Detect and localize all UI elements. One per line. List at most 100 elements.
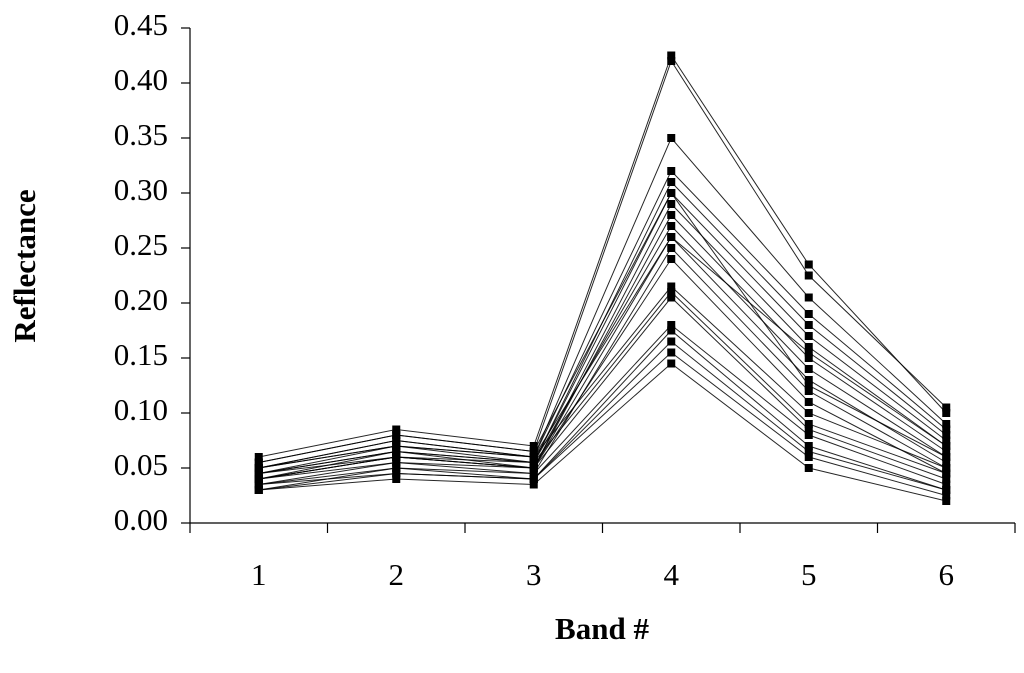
data-point (392, 447, 401, 456)
data-point (667, 321, 676, 329)
data-point (804, 332, 813, 340)
data-point (804, 348, 813, 357)
data-point (667, 189, 676, 197)
data-point (804, 260, 813, 269)
data-point (804, 425, 813, 434)
data-point (667, 222, 676, 230)
data-point (942, 497, 951, 505)
series-line (258, 351, 947, 496)
data-point (804, 420, 813, 428)
data-point (667, 178, 676, 186)
data-point (667, 293, 676, 302)
data-point (804, 381, 813, 390)
y-tick-label: 0.00 (114, 502, 168, 537)
data-point (804, 447, 813, 456)
series-line (258, 54, 947, 458)
data-point (942, 469, 951, 478)
data-point (942, 447, 951, 456)
data-point (254, 458, 263, 467)
data-point (804, 409, 813, 417)
series-line (258, 291, 947, 474)
data-point (529, 464, 538, 472)
data-point (254, 464, 263, 472)
data-point (804, 354, 813, 362)
y-tick-label: 0.15 (114, 337, 168, 372)
data-point (942, 425, 951, 434)
data-point (804, 453, 813, 461)
series-line (258, 258, 947, 480)
data-point (942, 442, 951, 450)
y-tick-label: 0.10 (114, 392, 168, 427)
y-tick-label: 0.30 (114, 172, 168, 207)
data-point (667, 57, 676, 65)
series-line (258, 324, 947, 485)
data-point (667, 359, 676, 368)
data-point (667, 167, 676, 175)
data-point (804, 365, 813, 373)
y-axis-label: Reflectance (7, 189, 42, 342)
data-point (254, 469, 263, 478)
data-point (942, 409, 951, 417)
data-point (804, 343, 813, 351)
series-line (258, 340, 947, 491)
data-point (667, 211, 676, 219)
series-line (258, 59, 947, 463)
data-point (667, 51, 676, 60)
data-point (667, 282, 676, 291)
data-point (942, 464, 951, 472)
y-tick-label: 0.40 (114, 62, 168, 97)
data-point (667, 233, 676, 241)
data-point (529, 458, 538, 467)
y-tick-label: 0.20 (114, 282, 168, 317)
data-point (667, 244, 676, 252)
data-point (667, 288, 676, 296)
data-point (667, 200, 676, 208)
data-point (942, 491, 951, 500)
x-axis-label: Band # (555, 611, 649, 646)
x-tick-label: 1 (251, 557, 267, 592)
data-point (529, 442, 538, 450)
y-tick-label: 0.25 (114, 227, 168, 262)
data-point (392, 458, 401, 467)
data-point (667, 337, 676, 346)
data-point (942, 403, 951, 412)
data-point (529, 480, 538, 489)
data-point (942, 480, 951, 489)
y-tick-label: 0.45 (114, 7, 168, 42)
data-point (942, 486, 951, 494)
series-line (258, 236, 947, 480)
series-line (258, 285, 947, 469)
data-point (254, 486, 263, 494)
data-point (392, 425, 401, 434)
data-point (392, 431, 401, 439)
data-point (942, 436, 951, 445)
data-point (254, 475, 263, 483)
series-line (258, 137, 947, 469)
data-point (804, 387, 813, 395)
data-point (804, 310, 813, 318)
data-point (392, 436, 401, 445)
data-point (667, 134, 676, 142)
x-tick-label: 5 (801, 557, 817, 592)
data-point (667, 348, 676, 357)
data-point (529, 453, 538, 461)
data-point (804, 376, 813, 384)
data-point (529, 447, 538, 456)
y-tick-label: 0.35 (114, 117, 168, 152)
data-point (942, 420, 951, 428)
data-point (392, 453, 401, 461)
data-point (804, 398, 813, 406)
data-point (804, 431, 813, 439)
data-point (254, 453, 263, 461)
series-line (258, 203, 947, 480)
x-tick-label: 6 (939, 557, 955, 592)
series-line (258, 192, 947, 474)
data-point (392, 469, 401, 478)
data-point (804, 321, 813, 329)
series-line (258, 236, 947, 469)
data-point (804, 464, 813, 472)
data-point (392, 442, 401, 450)
data-point (804, 293, 813, 302)
